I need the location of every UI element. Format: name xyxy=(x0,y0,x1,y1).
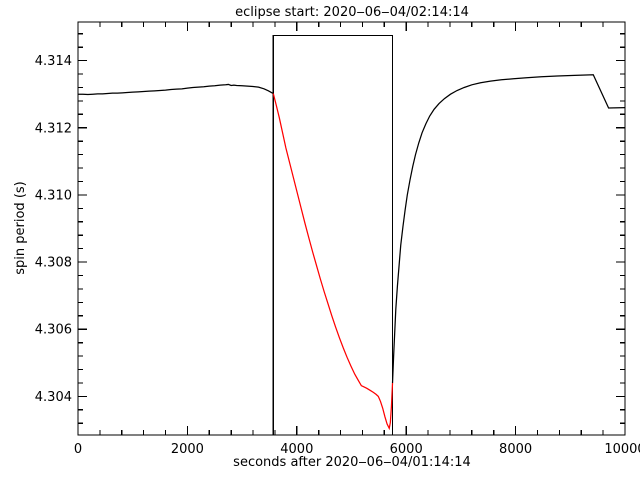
x-axis-ticks: 0 2000 4000 6000 8000 10000 xyxy=(74,22,640,457)
y-tick-label: 4.312 xyxy=(35,121,72,136)
chart-title: eclipse start: 2020‒06‒04/02:14:14 xyxy=(235,5,469,20)
y-tick-label: 4.310 xyxy=(35,188,72,203)
eclipse-interval-box xyxy=(272,34,394,436)
x-tick-label: 6000 xyxy=(390,442,423,457)
series-eclipse-spin-period xyxy=(272,93,394,431)
series-pre-eclipse-spin-period xyxy=(78,83,274,96)
y-tick-label: 4.304 xyxy=(35,390,72,405)
x-axis-label: seconds after 2020‒06‒04/01:14:14 xyxy=(233,455,471,470)
x-tick-label: 8000 xyxy=(499,442,532,457)
y-tick-label: 4.306 xyxy=(35,323,72,338)
x-tick-label: 10000 xyxy=(604,442,640,457)
x-tick-label: 0 xyxy=(74,442,82,457)
series-post-eclipse-spin-period xyxy=(391,74,625,383)
data-series-group xyxy=(78,74,625,431)
y-tick-label: 4.308 xyxy=(35,256,72,271)
y-axis-label: spin period (s) xyxy=(13,181,28,274)
y-tick-label: 4.314 xyxy=(35,54,72,69)
x-tick-label: 4000 xyxy=(280,442,313,457)
y-axis-ticks: 4.304 4.306 4.308 4.310 4.312 4.314 xyxy=(35,33,625,424)
x-tick-label: 2000 xyxy=(171,442,204,457)
